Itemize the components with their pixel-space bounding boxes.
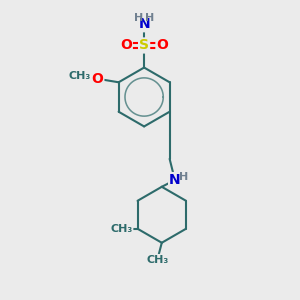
Text: O: O xyxy=(92,72,103,86)
Text: H: H xyxy=(146,13,154,23)
Text: O: O xyxy=(156,38,168,52)
Text: CH₃: CH₃ xyxy=(69,71,91,81)
Text: N: N xyxy=(169,173,181,187)
Text: H: H xyxy=(134,13,143,23)
Text: O: O xyxy=(120,38,132,52)
Text: N: N xyxy=(138,17,150,31)
Text: S: S xyxy=(139,38,149,52)
Text: CH₃: CH₃ xyxy=(110,224,133,234)
Text: H: H xyxy=(179,172,188,182)
Text: CH₃: CH₃ xyxy=(146,255,169,265)
